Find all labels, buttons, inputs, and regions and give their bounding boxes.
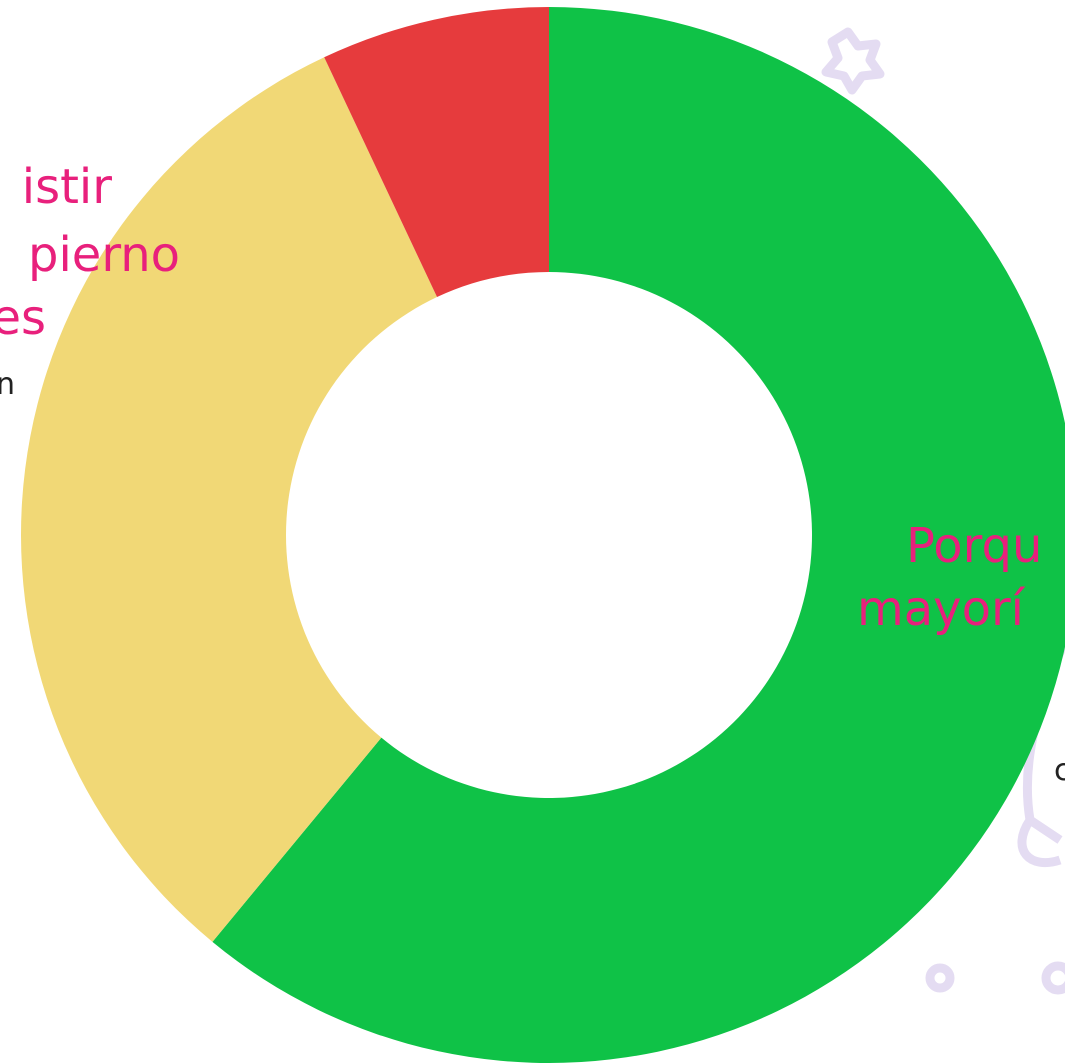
pie-slice — [324, 6, 549, 298]
label-fragment: c — [1054, 753, 1065, 788]
label-fragment: mayorí — [857, 581, 1026, 637]
label-fragment: es — [0, 290, 46, 346]
pie-slice — [212, 7, 1065, 1063]
label-fragment: pierno — [28, 227, 180, 283]
pie-slice — [20, 57, 438, 942]
label-fragment: Porqu — [906, 518, 1042, 574]
label-fragment: istir — [22, 159, 113, 215]
label-fragment: n — [0, 367, 15, 402]
